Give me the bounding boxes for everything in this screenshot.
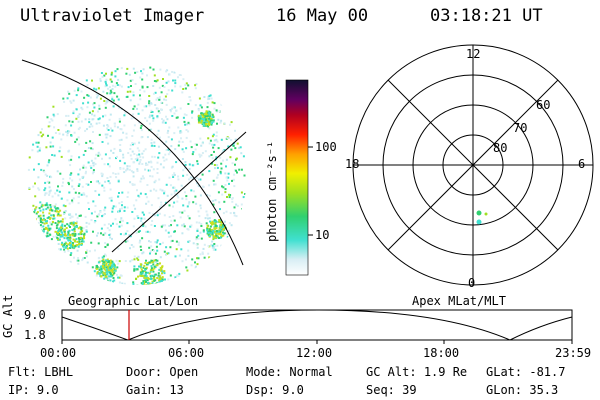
instrument-title: Ultraviolet Imager <box>20 6 205 26</box>
date-label: 16 May 00 <box>276 6 369 26</box>
time-tick-0000: 00:00 <box>40 346 77 360</box>
mlt-label-12: 12 <box>466 47 481 61</box>
status-gc-alt: GC Alt: 1.9 Re <box>366 365 468 379</box>
status-glat: GLat: -81.7 <box>486 365 566 379</box>
polar-grid <box>352 44 594 286</box>
status-seq: Seq: 39 <box>366 383 417 397</box>
status-mode: Mode: Normal <box>246 365 333 379</box>
time-tick-2359: 23:59 <box>555 346 592 360</box>
terminator-line <box>21 59 244 266</box>
color-bar <box>285 79 313 276</box>
status-door: Door: Open <box>126 365 199 379</box>
status-dsp: Dsp: 9.0 <box>246 383 304 397</box>
altitude-tick-max: 9.0 <box>24 308 46 322</box>
colorbar-tick-100: 100 <box>315 140 337 154</box>
geographic-panel-label: Geographic Lat/Lon <box>68 294 199 308</box>
mlt-label-0: 0 <box>468 276 476 290</box>
colorbar-unit-label: photon cm⁻²s⁻¹ <box>265 140 279 242</box>
colorbar-tick-10: 10 <box>315 228 330 242</box>
mlt-label-18: 18 <box>345 157 360 171</box>
lat-label-60: 60 <box>536 98 551 112</box>
lat-label-70: 70 <box>513 121 528 135</box>
status-gain: Gain: 13 <box>126 383 184 397</box>
time-label: 03:18:21 UT <box>430 6 543 26</box>
aurora-speckles <box>27 66 247 285</box>
altitude-plot <box>61 309 573 344</box>
lat-label-80: 80 <box>493 141 508 155</box>
polar-aurora-spots <box>476 210 488 225</box>
altitude-curve <box>61 309 573 341</box>
status-ip: IP: 9.0 <box>8 383 59 397</box>
time-tick-1800: 18:00 <box>423 346 460 360</box>
altitude-axis-label: GC Alt <box>1 294 15 338</box>
uv-image-disk <box>21 59 247 285</box>
time-tick-0600: 06:00 <box>168 346 205 360</box>
status-flt: Flt: LBHL <box>8 365 74 379</box>
time-tick-1200: 12:00 <box>296 346 333 360</box>
mlt-label-6: 6 <box>578 157 586 171</box>
status-glon: GLon: 35.3 <box>486 383 559 397</box>
apex-panel-label: Apex MLat/MLT <box>412 294 506 308</box>
meridian-line <box>111 131 247 253</box>
altitude-tick-min: 1.8 <box>24 328 46 342</box>
